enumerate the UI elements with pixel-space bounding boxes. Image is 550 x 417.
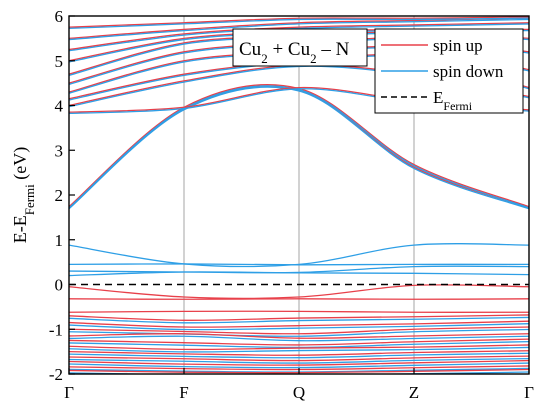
legend-label-main-0: spin up [433, 36, 483, 55]
y-axis-title-unit: (eV) [10, 147, 31, 184]
legend-label-2: EFermi [433, 88, 473, 113]
valence-band-spin-up-6 [69, 350, 529, 356]
valence-band-spin-down-3 [69, 335, 529, 342]
legend-label-main-1: spin down [433, 62, 504, 81]
y-tick-label-6: 4 [55, 97, 64, 116]
x-tick-label-3: Z [409, 383, 419, 402]
y-tick-label-5: 3 [55, 141, 64, 160]
valence-band-spin-down-7 [69, 357, 529, 364]
band-spin-down-11 [69, 17, 529, 30]
valence-band-spin-up-3 [69, 333, 529, 339]
y-tick-label-2: 0 [55, 276, 64, 295]
valence-band-spin-up-7 [69, 355, 529, 362]
y-tick-label-0: -2 [49, 365, 63, 384]
legend: spin up spin down EFermi [374, 28, 524, 114]
anno-part-2: + Cu [268, 39, 311, 60]
y-axis-title-sub: Fermi [22, 184, 37, 215]
anno-part-0: Cu [239, 39, 262, 60]
valence-band-spin-down-2 [69, 328, 529, 337]
band-spin-up-9 [69, 22, 529, 51]
valence-band-spin-down-0 [69, 316, 529, 324]
band-down-only-1 [69, 263, 529, 266]
system-annotation: Cu2 + Cu2 – N [232, 28, 368, 67]
svg-text:Cu2 + Cu2 – N: Cu2 + Cu2 – N [239, 39, 350, 66]
y-tick-label-4: 2 [55, 186, 64, 205]
x-tick-label-4: Γ [524, 383, 534, 402]
valence-band-spin-up-4 [69, 338, 529, 346]
band-spin-down-0 [69, 86, 529, 210]
y-axis-title-main: E-E [10, 215, 30, 243]
valence-band-spin-up-2 [69, 326, 529, 335]
anno-part-3: 2 [310, 51, 317, 66]
legend-label-main-2: E [433, 88, 443, 107]
valence-band-spin-down-5 [69, 346, 529, 353]
band-down-only-3 [69, 271, 529, 277]
y-tick-label-3: 1 [55, 231, 64, 250]
x-tick-label-0: Γ [64, 383, 74, 402]
valence-band-spin-up-1 [69, 320, 529, 328]
x-tick-label-1: F [179, 383, 188, 402]
valence-band-spin-down-6 [69, 352, 529, 359]
band-spin-down-9 [69, 23, 529, 52]
anno-part-4: – N [317, 39, 350, 60]
valence-band-spin-down-1 [69, 323, 529, 331]
band-spin-down-10 [69, 18, 529, 41]
legend-label-0: spin up [433, 36, 483, 55]
band-spin-up-11 [69, 16, 529, 28]
band-up-only-0 [69, 284, 529, 300]
y-tick-label-1: -1 [49, 320, 63, 339]
valence-band-spin-up-0 [69, 314, 529, 321]
legend-label-1: spin down [433, 62, 504, 81]
band-up-only-2 [69, 310, 529, 313]
y-tick-label-7: 5 [55, 52, 64, 71]
anno-part-1: 2 [261, 51, 268, 66]
band-spin-down-1 [69, 85, 529, 209]
y-axis-ticks: -2 -1 0 1 2 3 4 5 6 [49, 7, 75, 384]
x-tick-label-2: Q [293, 383, 305, 402]
valence-band-spin-up-8 [69, 359, 529, 366]
valence-band-spin-down-8 [69, 362, 529, 369]
y-tick-label-8: 6 [55, 7, 64, 26]
y-axis-title: E-EFermi (eV) [10, 147, 37, 244]
valence-band-spin-up-5 [69, 344, 529, 351]
legend-label-sub-2: Fermi [443, 99, 472, 113]
valence-band-spin-down-10 [69, 371, 529, 374]
